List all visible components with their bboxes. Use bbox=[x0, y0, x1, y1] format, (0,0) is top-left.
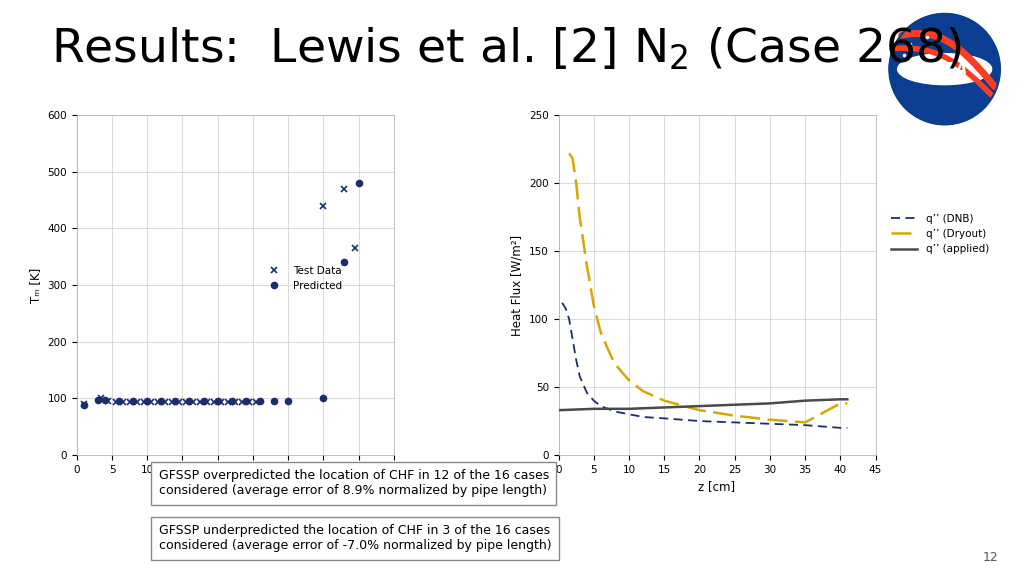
Test Data bbox=[338, 185, 350, 192]
Predicted bbox=[127, 398, 139, 405]
Predicted bbox=[225, 398, 238, 405]
Predicted bbox=[141, 398, 154, 405]
Test Data bbox=[130, 399, 142, 406]
Test Data bbox=[95, 395, 108, 402]
Predicted bbox=[169, 398, 181, 405]
Y-axis label: Heat Flux [W/m²]: Heat Flux [W/m²] bbox=[511, 234, 523, 336]
Test Data bbox=[229, 399, 242, 406]
Predicted bbox=[352, 180, 365, 187]
Test Data bbox=[180, 399, 193, 406]
Test Data bbox=[208, 399, 220, 406]
Test Data bbox=[144, 399, 157, 406]
Y-axis label: Tₘ [K]: Tₘ [K] bbox=[29, 267, 42, 303]
Legend: Test Data, Predicted: Test Data, Predicted bbox=[259, 262, 346, 295]
Test Data bbox=[110, 399, 122, 406]
Predicted bbox=[156, 398, 168, 405]
Predicted bbox=[212, 398, 224, 405]
Legend: q’’ (DNB), q’’ (Dryout), q’’ (applied): q’’ (DNB), q’’ (Dryout), q’’ (applied) bbox=[887, 210, 993, 259]
Predicted bbox=[113, 397, 125, 404]
Predicted bbox=[338, 259, 350, 266]
Circle shape bbox=[889, 14, 999, 124]
X-axis label: z [cm]: z [cm] bbox=[217, 480, 254, 493]
Test Data bbox=[137, 399, 150, 406]
Test Data bbox=[215, 399, 227, 406]
Predicted bbox=[99, 397, 112, 404]
Test Data bbox=[117, 399, 129, 406]
Predicted bbox=[282, 398, 294, 405]
Predicted bbox=[254, 398, 266, 405]
Test Data bbox=[102, 398, 115, 405]
Test Data bbox=[250, 399, 262, 406]
Test Data bbox=[186, 399, 199, 406]
Text: 12: 12 bbox=[983, 551, 998, 564]
Test Data bbox=[222, 399, 234, 406]
Test Data bbox=[194, 399, 206, 406]
Text: GFSSP underpredicted the location of CHF in 3 of the 16 cases
considered (averag: GFSSP underpredicted the location of CHF… bbox=[159, 524, 551, 552]
Predicted bbox=[78, 401, 90, 408]
Test Data bbox=[201, 399, 213, 406]
Test Data bbox=[317, 202, 330, 209]
Test Data bbox=[244, 399, 256, 406]
Line: Predicted: Predicted bbox=[81, 180, 361, 408]
Text: Results:  Lewis et al. [2] N$_2$ (Case 268): Results: Lewis et al. [2] N$_2$ (Case 26… bbox=[51, 26, 963, 73]
Test Data bbox=[237, 399, 249, 406]
Line: Test Data: Test Data bbox=[80, 185, 358, 408]
Ellipse shape bbox=[898, 54, 991, 85]
Test Data bbox=[159, 399, 171, 406]
Test Data bbox=[166, 399, 178, 406]
Test Data bbox=[349, 245, 361, 252]
Predicted bbox=[317, 395, 330, 402]
Predicted bbox=[92, 397, 104, 404]
Predicted bbox=[183, 398, 196, 405]
Test Data bbox=[78, 401, 90, 408]
Test Data bbox=[173, 399, 185, 406]
Test Data bbox=[124, 399, 136, 406]
Text: NASA: NASA bbox=[921, 62, 969, 77]
X-axis label: z [cm]: z [cm] bbox=[698, 480, 735, 493]
Predicted bbox=[240, 398, 252, 405]
Text: GFSSP overpredicted the location of CHF in 12 of the 16 cases
considered (averag: GFSSP overpredicted the location of CHF … bbox=[159, 469, 549, 498]
Test Data bbox=[152, 399, 164, 406]
Predicted bbox=[198, 398, 210, 405]
Predicted bbox=[268, 398, 281, 405]
